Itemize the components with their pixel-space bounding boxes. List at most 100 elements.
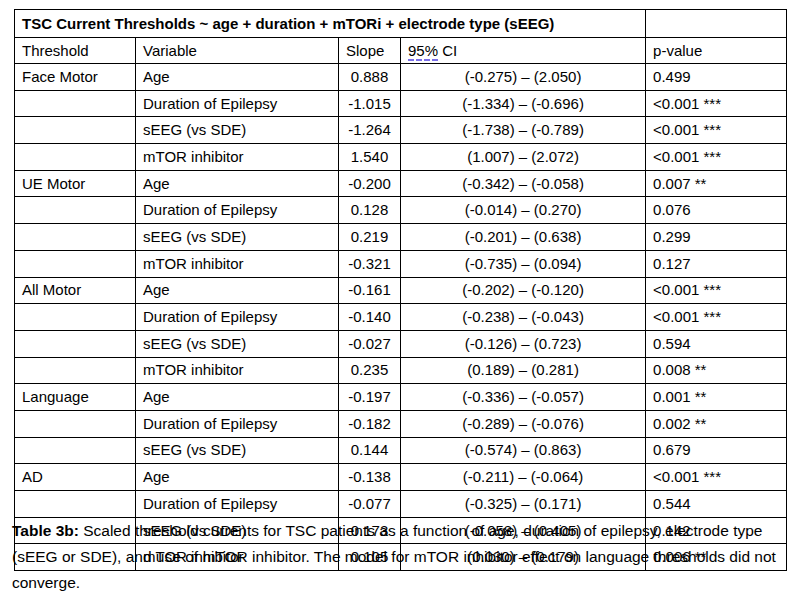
p-value-cell: 0.499 <box>646 64 787 91</box>
p-value-cell: 0.679 <box>646 437 787 464</box>
table-row: sEEG (vs SDE) -0.027 (-0.126) – (0.723) … <box>15 330 787 357</box>
p-value-cell: 0.001 ** <box>646 384 787 411</box>
table-row: sEEG (vs SDE) 0.219 (-0.201) – (0.638) 0… <box>15 224 787 251</box>
table-caption: Table 3b: Scaled threshold currents for … <box>12 518 790 595</box>
slope-cell: -0.321 <box>339 250 401 277</box>
variable-cell: sEEG (vs SDE) <box>136 437 339 464</box>
variable-cell: Age <box>136 64 339 91</box>
slope-cell: -0.161 <box>339 277 401 304</box>
column-header-slope: Slope <box>339 38 401 64</box>
p-value-cell: <0.001 *** <box>646 277 787 304</box>
slope-cell: -1.264 <box>339 117 401 144</box>
threshold-cell <box>15 197 136 224</box>
ci-percent-spellcheck: 95% <box>408 42 438 61</box>
table-title-empty-cell <box>646 10 787 38</box>
ci-cell: (1.007) – (2.072) <box>401 144 646 171</box>
table-row: AD Age -0.138 (-0.211) – (-0.064) <0.001… <box>15 464 787 491</box>
table-row: UE Motor Age -0.200 (-0.342) – (-0.058) … <box>15 170 787 197</box>
variable-cell: mTOR inhibitor <box>136 357 339 384</box>
threshold-cell <box>15 410 136 437</box>
table-row: sEEG (vs SDE) -1.264 (-1.738) – (-0.789)… <box>15 117 787 144</box>
ci-cell: (-0.275) – (2.050) <box>401 64 646 91</box>
p-value-cell: <0.001 *** <box>646 144 787 171</box>
table-row: Duration of Epilepsy -1.015 (-1.334) – (… <box>15 90 787 117</box>
slope-cell: -0.197 <box>339 384 401 411</box>
threshold-cell: All Motor <box>15 277 136 304</box>
variable-cell: Duration of Epilepsy <box>136 410 339 437</box>
variable-cell: Age <box>136 464 339 491</box>
ci-cell: (-0.289) – (-0.076) <box>401 410 646 437</box>
slope-cell: -1.015 <box>339 90 401 117</box>
threshold-cell <box>15 304 136 331</box>
table-title: TSC Current Thresholds ~ age + duration … <box>15 10 646 38</box>
caption-label: Table 3b: <box>12 522 79 539</box>
p-value-cell: <0.001 *** <box>646 117 787 144</box>
ci-cell: (-0.126) – (0.723) <box>401 330 646 357</box>
ci-cell: (-0.574) – (0.863) <box>401 437 646 464</box>
ci-cell: (-0.342) – (-0.058) <box>401 170 646 197</box>
table-row: Duration of Epilepsy -0.182 (-0.289) – (… <box>15 410 787 437</box>
column-header-ci: 95% CI <box>401 38 646 64</box>
ci-cell: (0.189) – (0.281) <box>401 357 646 384</box>
column-header-p-value: p-value <box>646 38 787 64</box>
slope-cell: -0.182 <box>339 410 401 437</box>
slope-cell: -0.027 <box>339 330 401 357</box>
ci-cell: (-0.014) – (0.270) <box>401 197 646 224</box>
p-value-cell: 0.076 <box>646 197 787 224</box>
slope-cell: -0.140 <box>339 304 401 331</box>
table-row: Duration of Epilepsy -0.077 (-0.325) – (… <box>15 491 787 518</box>
slope-cell: 0.235 <box>339 357 401 384</box>
threshold-cell <box>15 144 136 171</box>
table-row: mTOR inhibitor 1.540 (1.007) – (2.072) <… <box>15 144 787 171</box>
p-value-cell: <0.001 *** <box>646 90 787 117</box>
slope-cell: 0.144 <box>339 437 401 464</box>
variable-cell: Duration of Epilepsy <box>136 90 339 117</box>
ci-cell: (-0.238) – (-0.043) <box>401 304 646 331</box>
threshold-cell: UE Motor <box>15 170 136 197</box>
ci-cell: (-0.336) – (-0.057) <box>401 384 646 411</box>
threshold-cell: Face Motor <box>15 64 136 91</box>
table-title-row: TSC Current Thresholds ~ age + duration … <box>15 10 787 38</box>
p-value-cell: 0.299 <box>646 224 787 251</box>
table-row: mTOR inhibitor -0.321 (-0.735) – (0.094)… <box>15 250 787 277</box>
variable-cell: sEEG (vs SDE) <box>136 224 339 251</box>
ci-cell: (-0.201) – (0.638) <box>401 224 646 251</box>
table-row: Duration of Epilepsy 0.128 (-0.014) – (0… <box>15 197 787 224</box>
table-row: Face Motor Age 0.888 (-0.275) – (2.050) … <box>15 64 787 91</box>
ci-cell: (-1.334) – (-0.696) <box>401 90 646 117</box>
threshold-cell <box>15 491 136 518</box>
threshold-cell <box>15 90 136 117</box>
threshold-cell <box>15 357 136 384</box>
variable-cell: Age <box>136 277 339 304</box>
slope-cell: 1.540 <box>339 144 401 171</box>
table-row: Language Age -0.197 (-0.336) – (-0.057) … <box>15 384 787 411</box>
threshold-cell <box>15 224 136 251</box>
caption-text: Scaled threshold currents for TSC patien… <box>12 522 776 591</box>
variable-cell: sEEG (vs SDE) <box>136 330 339 357</box>
p-value-cell: 0.002 ** <box>646 410 787 437</box>
p-value-cell: 0.544 <box>646 491 787 518</box>
variable-cell: Duration of Epilepsy <box>136 304 339 331</box>
slope-cell: 0.888 <box>339 64 401 91</box>
table-row: Duration of Epilepsy -0.140 (-0.238) – (… <box>15 304 787 331</box>
ci-cell: (-0.735) – (0.094) <box>401 250 646 277</box>
variable-cell: mTOR inhibitor <box>136 144 339 171</box>
slope-cell: -0.077 <box>339 491 401 518</box>
ci-label: CI <box>438 42 457 59</box>
variable-cell: Duration of Epilepsy <box>136 197 339 224</box>
p-value-cell: 0.007 ** <box>646 170 787 197</box>
table-row: sEEG (vs SDE) 0.144 (-0.574) – (0.863) 0… <box>15 437 787 464</box>
slope-cell: 0.219 <box>339 224 401 251</box>
slope-cell: -0.200 <box>339 170 401 197</box>
p-value-cell: 0.008 ** <box>646 357 787 384</box>
threshold-cell <box>15 437 136 464</box>
threshold-cell <box>15 330 136 357</box>
ci-cell: (-0.325) – (0.171) <box>401 491 646 518</box>
slope-cell: -0.138 <box>339 464 401 491</box>
column-header-variable: Variable <box>136 38 339 64</box>
table-header-row: Threshold Variable Slope 95% CI p-value <box>15 38 787 64</box>
p-value-cell: <0.001 *** <box>646 464 787 491</box>
threshold-cell <box>15 250 136 277</box>
variable-cell: mTOR inhibitor <box>136 250 339 277</box>
table-row: mTOR inhibitor 0.235 (0.189) – (0.281) 0… <box>15 357 787 384</box>
